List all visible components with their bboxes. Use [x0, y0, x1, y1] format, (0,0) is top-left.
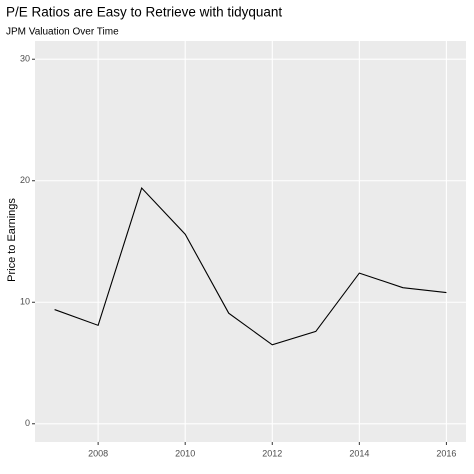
y-axis-label: Price to Earnings [6, 198, 18, 282]
x-tick-label: 2008 [88, 448, 108, 458]
y-tick-label: 0 [25, 418, 30, 428]
chart-subtitle: JPM Valuation Over Time [6, 27, 119, 38]
y-tick-label: 10 [20, 297, 30, 307]
y-tick-label: 30 [20, 54, 30, 64]
line [54, 186, 447, 346]
x-tick-label: 2016 [436, 448, 456, 458]
x-tick-label: 2010 [175, 448, 195, 458]
x-tick-label: 2014 [349, 448, 369, 458]
y-tick-label: 20 [20, 175, 30, 185]
chart-title: P/E Ratios are Easy to Retrieve with tid… [6, 5, 282, 20]
x-tick-label: 2012 [262, 448, 282, 458]
plot-panel [35, 41, 466, 442]
